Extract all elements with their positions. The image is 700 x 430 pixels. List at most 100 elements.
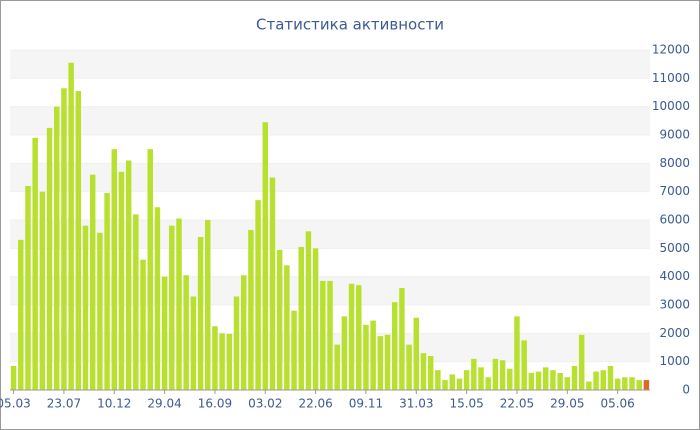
y-tick-label: 11000 [652,71,690,85]
bar [140,259,146,390]
bar [370,320,376,390]
bar [643,380,650,390]
bar [312,248,319,390]
bar [406,344,412,390]
bar [305,231,312,390]
x-tick-label: 23.07 [47,397,81,411]
grid-band [10,106,650,135]
bar [104,193,110,390]
bar [377,336,384,390]
bar [600,370,606,390]
bar [18,239,24,390]
bar [384,334,391,390]
bar [478,367,484,390]
bar [586,381,592,390]
bar [622,377,628,390]
y-tick-label: 0 [682,383,690,397]
bar [327,280,333,390]
bar [535,371,542,390]
bar [629,377,635,390]
bar [593,371,599,390]
bar [542,367,549,390]
bar [507,368,513,390]
bar [298,246,304,390]
bar [514,316,520,390]
bar [492,358,499,390]
bar [262,122,269,390]
bar [212,326,218,390]
bar [276,249,283,390]
bar [463,370,470,390]
bar [226,333,233,390]
bar [111,149,118,390]
bar [190,296,197,390]
x-tick-label: 05.06 [600,397,634,411]
bar [118,171,125,390]
bar [578,334,585,390]
bar [255,200,261,390]
bar [133,214,139,390]
bar [449,374,455,390]
y-tick-label: 9000 [659,128,690,142]
bar [427,356,434,390]
x-tick-label: 22.06 [298,397,332,411]
bar [176,218,182,390]
bar [521,340,527,390]
bar [82,225,89,390]
bar [435,370,441,390]
bar [485,377,491,390]
x-tick-label: 29.04 [147,397,181,411]
bar [89,174,96,390]
bar [320,280,326,390]
bar [334,344,340,390]
bar [46,127,53,391]
bar [564,377,571,390]
bar [269,177,276,390]
grid-band [10,163,650,192]
bar [61,88,67,390]
bar [54,106,60,391]
bar [197,237,204,390]
bar [399,288,405,390]
bar [363,324,369,390]
y-tick-label: 4000 [659,269,690,283]
bar [291,310,297,390]
x-tick-label: 05.03 [0,397,31,411]
bar [169,225,175,390]
y-tick-label: 8000 [659,156,690,170]
bar [471,358,477,390]
y-tick-label: 7000 [659,184,690,198]
bar [413,317,420,390]
bar [97,232,103,390]
y-tick-label: 3000 [659,298,690,312]
x-tick-label: 15.05 [449,397,483,411]
grid-band [10,50,650,79]
bar [571,365,578,390]
bar [456,378,463,390]
bar [154,207,161,390]
y-tick-label: 2000 [659,326,690,340]
bar [10,365,17,390]
bar [248,229,254,390]
bar [147,149,153,390]
x-tick-label: 22.05 [500,397,534,411]
bar [614,378,621,390]
bar [233,296,240,390]
bar [420,353,427,390]
bar [125,160,132,390]
x-tick-label: 31.03 [399,397,433,411]
bar [284,265,290,390]
bar [348,283,355,390]
bar [68,62,74,390]
x-tick-label: 16.09 [198,397,232,411]
x-tick-label: 03.02 [248,397,282,411]
bar [391,302,398,390]
y-tick-label: 6000 [659,213,690,227]
y-tick-label: 5000 [659,241,690,255]
bar [550,370,556,390]
bar [240,275,247,390]
bar [32,137,38,390]
chart-title: Статистика активности [256,16,444,34]
x-tick-label: 10.12 [97,397,131,411]
